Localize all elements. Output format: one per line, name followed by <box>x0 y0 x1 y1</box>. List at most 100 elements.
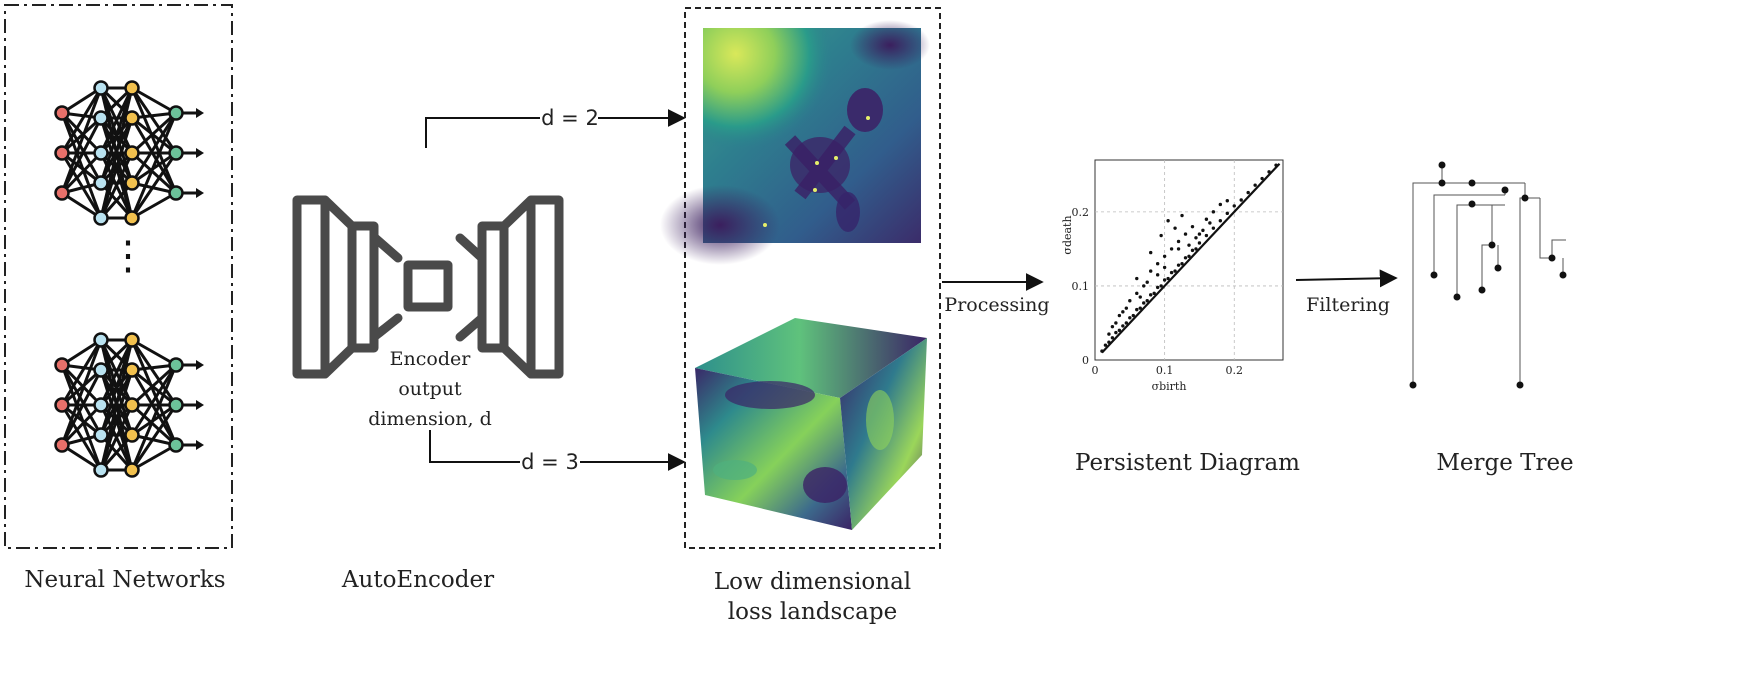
nn-node <box>124 110 140 126</box>
d3-label: d = 3 <box>521 450 579 474</box>
merge-tree-nodes <box>1409 161 1567 389</box>
pd-point <box>1267 170 1271 174</box>
pd-xtick-label: 0.2 <box>1226 364 1244 377</box>
pd-ylabel: σdeath <box>1061 215 1074 254</box>
pd-point <box>1138 295 1142 299</box>
nn-node <box>54 397 70 413</box>
nn-node <box>124 175 140 191</box>
pd-point <box>1232 204 1236 208</box>
pd-point <box>1155 262 1160 266</box>
nn-node <box>93 210 109 226</box>
pd-xlabel: σbirth <box>1152 380 1187 393</box>
nn-node <box>54 185 70 201</box>
pd-point <box>1149 269 1153 273</box>
pd-point <box>1180 213 1184 218</box>
pd-point <box>1176 247 1181 251</box>
pd-point <box>1142 284 1146 288</box>
neural-network-top <box>54 80 204 226</box>
nn-node <box>124 462 140 478</box>
pd-point <box>1225 199 1229 203</box>
filtering-label: Filtering <box>1306 294 1390 316</box>
autoencoder-icon <box>292 195 564 379</box>
nn-node <box>124 362 140 378</box>
pd-point <box>1218 219 1223 223</box>
pd-point <box>1239 198 1243 202</box>
pd-point <box>1169 270 1174 275</box>
pd-point <box>1155 273 1160 277</box>
pd-point <box>1194 236 1198 240</box>
pd-point <box>1218 202 1223 207</box>
nn-edges <box>60 338 178 472</box>
pd-point <box>1166 219 1170 223</box>
pd-point <box>1173 226 1177 230</box>
pd-point <box>1121 324 1125 328</box>
nn-output-arrow <box>196 360 204 370</box>
nn-node <box>93 145 109 161</box>
pd-point <box>1100 349 1104 353</box>
pd-point <box>1135 291 1139 296</box>
nn-node <box>54 145 70 161</box>
nn-node <box>93 175 109 191</box>
pd-point <box>1138 306 1142 310</box>
persistent-diagram-label: Persistent Diagram <box>1075 450 1300 476</box>
loss-landscape-line2: loss landscape <box>727 599 898 625</box>
nn-node <box>124 397 140 413</box>
pd-point <box>1201 228 1205 233</box>
pd-ytick-label: 0.2 <box>1072 206 1090 219</box>
loss-landscape-3d <box>695 318 927 530</box>
pd-point <box>1204 217 1209 221</box>
nn-output-arrow <box>196 440 204 450</box>
pd-point <box>1152 291 1156 296</box>
pd-point <box>1169 247 1174 251</box>
arrow-d2 <box>425 117 540 148</box>
pd-point <box>1117 328 1122 333</box>
merge-tree-label: Merge Tree <box>1436 450 1574 476</box>
nn-node <box>93 427 109 443</box>
pd-point <box>1211 210 1216 214</box>
pd-point <box>1114 330 1118 335</box>
nn-node <box>93 110 109 126</box>
pd-point <box>1107 332 1111 336</box>
pd-point <box>1180 262 1184 266</box>
pd-point <box>1183 232 1188 236</box>
nn-node <box>124 80 140 96</box>
pd-point <box>1173 269 1177 273</box>
pd-point <box>1114 321 1118 325</box>
pd-xtick-label: 0 <box>1092 364 1099 377</box>
loss-landscape-frame <box>684 7 941 549</box>
pd-point <box>1124 321 1129 325</box>
pd-point <box>1225 211 1229 216</box>
pd-point <box>1190 248 1195 253</box>
pd-point <box>1208 221 1212 225</box>
pd-point <box>1110 336 1115 340</box>
nn-node <box>124 145 140 161</box>
pd-point <box>1197 232 1202 236</box>
pd-point <box>1176 263 1181 267</box>
nn-node <box>168 397 184 413</box>
nn-node <box>93 362 109 378</box>
nn-node <box>93 397 109 413</box>
nn-node <box>168 357 184 373</box>
pd-ytick-label: 0 <box>1082 354 1089 367</box>
pd-xtick-label: 0.1 <box>1156 364 1174 377</box>
pd-point <box>1117 313 1122 318</box>
filtering-arrow <box>1295 269 1398 288</box>
pd-point <box>1159 284 1163 288</box>
pd-point <box>1162 278 1167 282</box>
nn-node <box>54 105 70 121</box>
pd-point <box>1253 183 1257 187</box>
arrow-d3 <box>429 430 520 463</box>
pd-point <box>1162 254 1167 258</box>
nn-node <box>124 332 140 348</box>
nn-node <box>168 145 184 161</box>
autoencoder-label: AutoEncoder <box>341 567 495 593</box>
nn-edges <box>60 86 178 220</box>
pd-point <box>1121 310 1125 314</box>
loss-landscape-line1: Low dimensional <box>713 569 912 595</box>
nn-node <box>93 332 109 348</box>
pd-point <box>1128 299 1132 303</box>
nn-node <box>93 80 109 96</box>
nn-node <box>124 427 140 443</box>
pd-ytick-label: 0.1 <box>1072 280 1090 293</box>
pd-point <box>1204 233 1209 238</box>
